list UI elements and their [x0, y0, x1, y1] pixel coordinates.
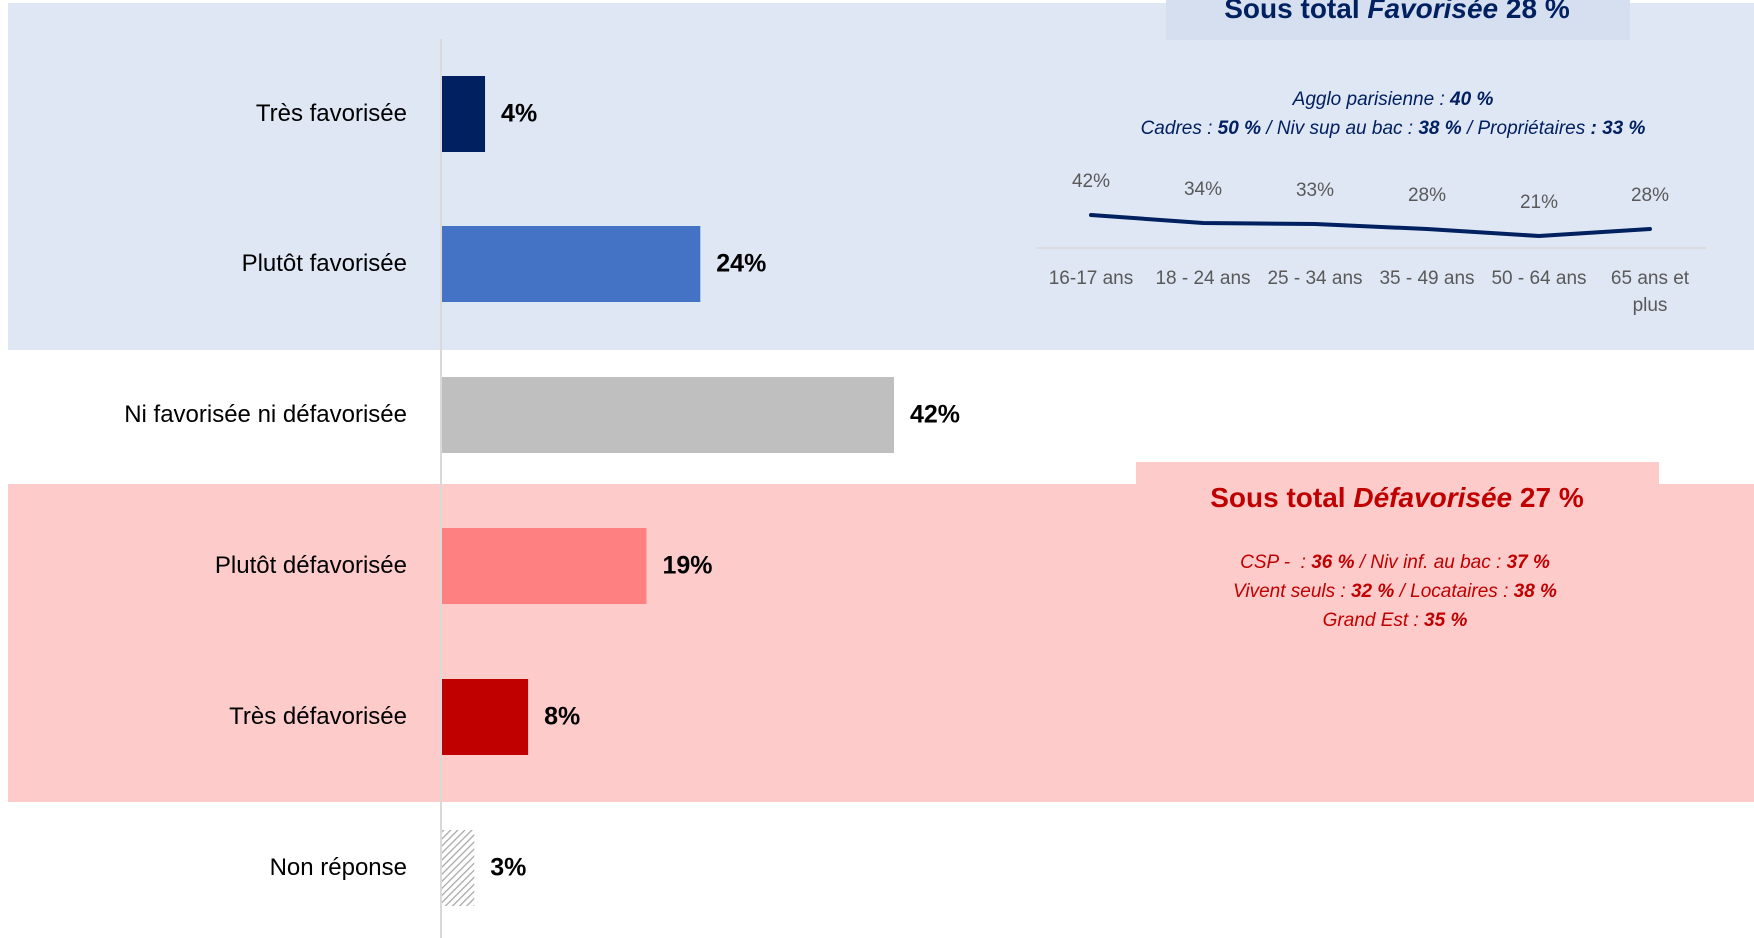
favorable-band	[8, 3, 1754, 350]
category-label: Très défavorisée	[229, 703, 407, 730]
annotation-part: 38 %	[1513, 581, 1557, 602]
annotation-part: / Locataires :	[1394, 581, 1514, 602]
category-label: Très favorisée	[255, 100, 407, 127]
annotation-part: CSP - :	[1240, 552, 1312, 573]
x-tick-label: 65 ans et plus	[1610, 268, 1690, 316]
category-label: Plutôt favorisée	[241, 250, 407, 277]
annotation-title: Sous total Défavorisée 27 %	[1210, 482, 1584, 514]
annotation-line: Agglo parisienne : 40 %	[1293, 89, 1494, 111]
annotation-part: Grand Est :	[1322, 610, 1425, 631]
category-label: Plutôt défavorisée	[214, 552, 407, 579]
annotation-line: Grand Est : 35 %	[1323, 610, 1468, 632]
annotation-title: Sous total Favorisée 28 %	[1224, 0, 1569, 25]
annotation-part: Vivent seuls :	[1233, 581, 1351, 602]
annotation-part: Agglo parisienne :	[1292, 89, 1451, 110]
point-label: 21%	[1519, 192, 1559, 213]
annotation-part: / Niv sup au bac :	[1260, 118, 1419, 139]
category-label: Ni favorisée ni défavorisée	[124, 401, 407, 428]
value-label: 3%	[490, 853, 527, 882]
annotation-part: 40 %	[1450, 89, 1494, 110]
unfavorable-title-box	[1136, 462, 1659, 486]
value-label: 8%	[544, 702, 581, 731]
annotation-part: 37 %	[1506, 552, 1550, 573]
annotation-part: Cadres :	[1140, 118, 1218, 139]
x-tick-label: 50 - 64 ans	[1491, 268, 1587, 289]
value-label: 42%	[910, 400, 961, 429]
bar	[442, 830, 475, 906]
title-part: Sous total	[1210, 482, 1354, 513]
annotation-part: 38 %	[1418, 118, 1462, 139]
annotation-part: / Propriétaires	[1461, 118, 1591, 139]
x-tick-label: 16-17 ans	[1048, 268, 1134, 289]
title-part: Sous total	[1224, 0, 1368, 24]
bar	[442, 528, 647, 604]
title-part: Favorisée	[1367, 0, 1499, 24]
annotation-part: / Niv inf. au bac :	[1354, 552, 1507, 573]
bar	[442, 679, 529, 755]
bar	[442, 377, 894, 453]
annotation-part: 32 %	[1350, 581, 1395, 602]
value-label: 24%	[716, 249, 767, 278]
category-label: Non réponse	[269, 854, 407, 881]
point-label: 28%	[1630, 185, 1670, 206]
point-label: 33%	[1295, 180, 1335, 201]
title-part: 28 %	[1498, 0, 1570, 24]
point-label: 34%	[1183, 179, 1223, 200]
value-label: 19%	[662, 551, 713, 580]
title-part: Défavorisée	[1353, 482, 1513, 513]
x-tick-label: 18 - 24 ans	[1155, 268, 1251, 289]
point-label: 42%	[1071, 171, 1111, 192]
annotation-part: 50 %	[1217, 118, 1261, 139]
annotation-part: 36 %	[1311, 552, 1355, 573]
value-label: 4%	[501, 99, 538, 128]
x-tick-label: 25 - 34 ans	[1267, 268, 1363, 289]
bar	[442, 226, 701, 302]
annotation-line: Cadres : 50 % / Niv sup au bac : 38 % / …	[1141, 118, 1646, 140]
annotation-part: : 33 %	[1590, 118, 1646, 139]
annotation-line: Vivent seuls : 32 % / Locataires : 38 %	[1233, 581, 1557, 603]
title-part: 27 %	[1512, 482, 1584, 513]
unfavorable-band	[8, 484, 1754, 802]
x-tick-label: 35 - 49 ans	[1379, 268, 1475, 289]
favorable-title-box	[1166, 0, 1630, 40]
annotation-part: 35 %	[1424, 610, 1468, 631]
point-label: 28%	[1407, 185, 1447, 206]
line	[1089, 213, 1652, 238]
bar	[442, 76, 486, 152]
annotation-line: CSP - : 36 % / Niv inf. au bac : 37 %	[1240, 552, 1550, 574]
